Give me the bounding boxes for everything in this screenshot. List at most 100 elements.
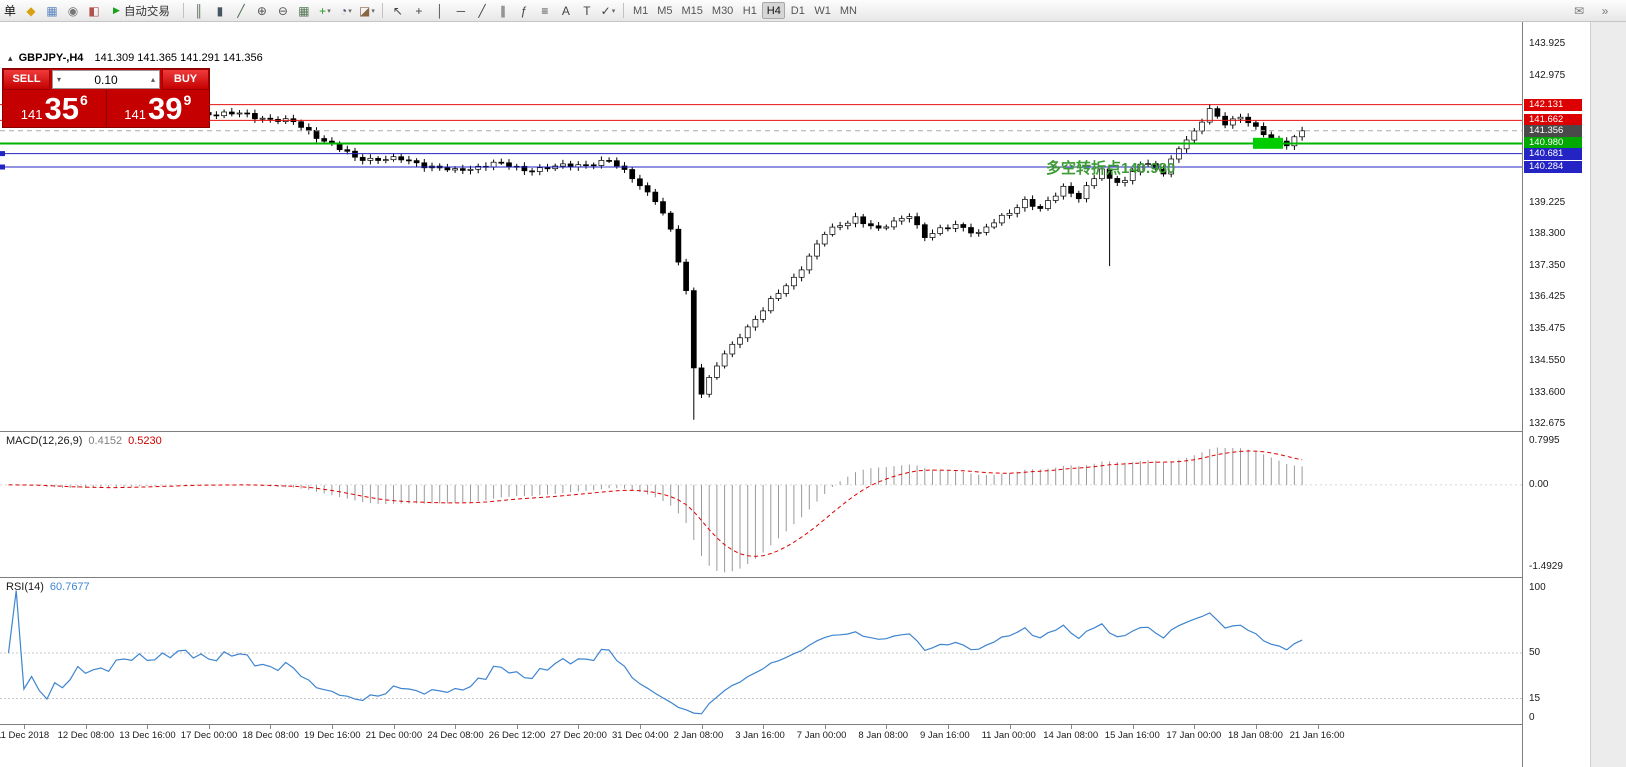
sell-price-big: 35 — [44, 91, 79, 126]
terminal-icon[interactable]: ◧ — [88, 3, 100, 18]
price-axis-label: 137.350 — [1529, 260, 1566, 272]
bar-chart-icon[interactable]: ║ — [194, 3, 204, 18]
lot-size-field[interactable]: ▾ 0.10 ▴ — [52, 70, 160, 89]
macd-axis-label: 0.7995 — [1529, 435, 1560, 446]
price-level-badge: 140.284 — [1524, 160, 1582, 173]
buy-price-big: 39 — [147, 91, 183, 126]
chart-annotation-text[interactable]: 多空转折点140.980 — [1046, 160, 1176, 177]
label-icon[interactable]: T — [583, 3, 591, 18]
time-axis-label: 13 Dec 16:00 — [119, 730, 176, 741]
horizontal-line-icon[interactable]: ─ — [456, 3, 466, 18]
toolbar-separator — [622, 3, 624, 18]
buy-price[interactable]: 141 39 9 — [107, 90, 210, 127]
cursor-icon[interactable]: ↖ — [392, 3, 403, 18]
window-right-strip — [1590, 22, 1626, 767]
rsi-axis-label: 0 — [1529, 712, 1535, 723]
time-axis-tick — [270, 725, 272, 729]
macd-canvas[interactable] — [0, 431, 1522, 577]
rsi-name: RSI(14) — [6, 581, 44, 593]
line-chart-icon[interactable]: ╱ — [237, 3, 245, 18]
menu-text-partial[interactable]: 单 — [4, 4, 17, 18]
vertical-line-icon[interactable]: │ — [436, 3, 444, 18]
time-axis-tick — [1317, 725, 1319, 729]
price-axis-label: 135.475 — [1529, 323, 1566, 335]
pitchfork-icon[interactable]: ≡ — [541, 3, 549, 18]
timeframe-d1[interactable]: D1 — [790, 5, 805, 17]
time-axis-label: 2 Jan 08:00 — [673, 730, 724, 741]
sell-button[interactable]: SELL — [3, 69, 50, 90]
time-axis-label: 18 Jan 08:00 — [1228, 730, 1283, 741]
time-axis-tick — [824, 725, 826, 729]
time-axis-tick — [393, 725, 395, 729]
timeframe-m5[interactable]: M5 — [657, 5, 673, 17]
time-axis-tick — [763, 725, 765, 729]
time-axis-tick — [1009, 725, 1011, 729]
lot-increase-button[interactable]: ▴ — [150, 75, 155, 84]
sell-price-prefix: 141 — [20, 107, 43, 122]
timeframe-mn[interactable]: MN — [839, 5, 857, 17]
auto-trading-button[interactable]: ▶ 自动交易 — [105, 2, 178, 20]
time-axis-label: 31 Dec 04:00 — [612, 730, 669, 741]
macd-header: MACD(12,26,9) 0.4152 0.5230 — [6, 435, 162, 447]
toolbar: 单 ◆ ▦ ◉ ◧ ▶ 自动交易 ║ ▮ ╱ ⊕ ⊖ ▦ + ▾ ◔ ▾ ◪ ▾ ↖ + │ ─ ╱ ∥ ƒ ≡ A T ✓ ▾ … — [0, 0, 1626, 22]
time-axis-label: 21 Dec 00:00 — [365, 730, 423, 741]
channel-icon[interactable]: ∥ — [499, 3, 506, 18]
trendline-icon[interactable]: ╱ — [478, 3, 486, 18]
chart-window-icon[interactable]: ▦ — [46, 3, 58, 18]
time-axis-tick — [578, 725, 580, 729]
toolbar-separator — [381, 3, 383, 18]
timeframe-h1[interactable]: H1 — [742, 5, 757, 17]
time-axis-tick — [147, 725, 149, 729]
toolbar-separator — [182, 3, 184, 18]
macd-value-signal: 0.5230 — [128, 435, 162, 447]
navigator-icon[interactable]: ◉ — [67, 3, 79, 18]
time-axis-label: 14 Jan 08:00 — [1043, 730, 1099, 741]
price-axis-label: 136.425 — [1529, 291, 1566, 303]
text-icon[interactable]: A — [561, 3, 570, 18]
new-order-icon[interactable]: ◆ — [26, 3, 36, 18]
toolbar-overflow-icon[interactable]: » — [1601, 3, 1609, 18]
time-axis-label: 12 Dec 08:00 — [57, 730, 115, 741]
time-axis-tick — [1194, 725, 1196, 729]
macd-axis-label: -1.4929 — [1529, 561, 1563, 572]
time-axis-label: 3 Jan 16:00 — [735, 730, 785, 741]
price-level-badge: 141.662 — [1524, 114, 1582, 127]
price-axis-label: 139.225 — [1529, 196, 1566, 208]
price-axis[interactable]: 143.925 142.975 139.225 138.300 137.350 136.4… — [1522, 22, 1590, 767]
timeframe-m15[interactable]: M15 — [681, 5, 703, 17]
time-axis-label: 15 Jan 16:00 — [1104, 730, 1160, 741]
time-axis-label: 9 Jan 16:00 — [920, 730, 970, 741]
price-axis-label: 142.975 — [1529, 70, 1566, 82]
zoom-in-icon[interactable]: ⊕ — [256, 3, 267, 18]
time-axis-label: 18 Dec 08:00 — [242, 730, 299, 741]
timeframe-m30[interactable]: M30 — [711, 5, 734, 17]
rsi-canvas[interactable] — [0, 577, 1522, 724]
rsi-header: RSI(14) 60.7677 — [6, 581, 90, 593]
sell-price[interactable]: 141 35 6 — [3, 90, 107, 127]
time-axis-label: 17 Jan 00:00 — [1166, 730, 1222, 741]
timeframe-w1[interactable]: W1 — [814, 5, 831, 17]
timeframe-m1[interactable]: M1 — [632, 5, 649, 17]
mail-icon[interactable]: ✉ — [1573, 3, 1585, 18]
timeframe-h4[interactable]: H4 — [762, 2, 786, 19]
price-axis-label: 138.300 — [1529, 228, 1566, 239]
price-axis-label: 143.925 — [1529, 38, 1566, 49]
chart-ohlc-values: 141.309 141.365 141.291 141.356 — [94, 52, 263, 64]
periods-icon[interactable]: ◔ ▾ — [340, 3, 352, 18]
crosshair-icon[interactable]: + — [415, 3, 423, 18]
buy-button[interactable]: BUY — [162, 69, 209, 90]
lot-decrease-button[interactable]: ▾ — [56, 75, 61, 84]
time-axis-tick — [1132, 725, 1134, 729]
tile-windows-icon[interactable]: ▦ — [298, 3, 310, 18]
time-axis-tick — [208, 725, 210, 729]
macd-value-main: 0.4152 — [88, 435, 123, 447]
fibonacci-icon[interactable]: ƒ — [520, 3, 528, 18]
arrows-icon[interactable]: ✓ ▾ — [600, 3, 616, 18]
candlestick-chart-icon[interactable]: ▮ — [216, 3, 224, 18]
main-chart-canvas[interactable] — [0, 22, 1522, 431]
zoom-out-icon[interactable]: ⊖ — [277, 3, 288, 18]
template-icon[interactable]: ◪ ▾ — [359, 3, 375, 18]
time-axis[interactable]: 11 Dec 2018 12 Dec 08:00 13 Dec 16:00 17 De… — [0, 724, 1522, 767]
indicators-icon[interactable]: + ▾ — [319, 3, 331, 18]
one-click-toggle-icon[interactable]: ▴ — [8, 53, 13, 63]
